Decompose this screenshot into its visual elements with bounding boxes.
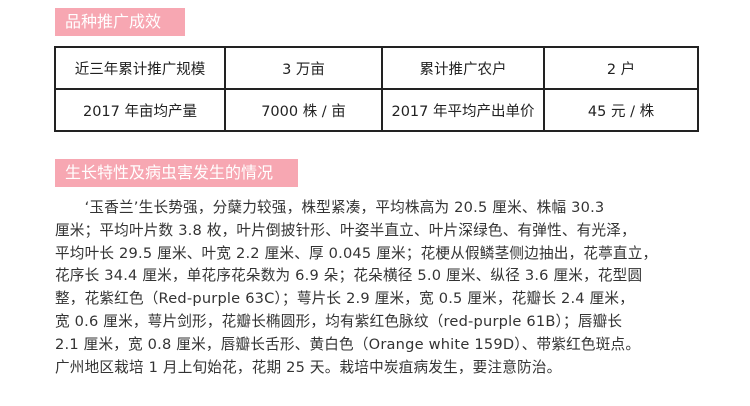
table-cell-value: 3 万亩 [224, 46, 383, 90]
text-line: 平均叶长 29.5 厘米、叶宽 2.2 厘米、厚 0.045 厘米；花梗从假鳞茎… [55, 244, 658, 262]
table-cell-value: 2 户 [543, 46, 699, 90]
table-cell-label: 2017 年平均产出单价 [381, 88, 545, 132]
text-line: 2.1 厘米，宽 0.8 厘米，唇瓣长舌形、黄白色（Orange white 1… [55, 335, 641, 353]
text-line: 整，花紫红色（Red-purple 63C）；萼片长 2.9 厘米，宽 0.5 … [55, 290, 635, 308]
table-row: 2017 年亩均产量 7000 株 / 亩 2017 年平均产出单价 45 元 … [54, 88, 699, 132]
section-header-growth: 生长特性及病虫害发生的情况 [55, 159, 298, 187]
text-line: ‘玉香兰’生长势强，分蘖力较强，株型紧凑，平均株高为 20.5 厘米、株幅 30… [55, 199, 605, 216]
section-title: 品种推广成效 [65, 12, 162, 31]
table-cell-label: 2017 年亩均产量 [54, 88, 226, 132]
promotion-stats-table: 近三年累计推广规模 3 万亩 累计推广农户 2 户 2017 年亩均产量 700… [54, 46, 699, 132]
text-line: 广州地区栽培 1 月上旬始花，花期 25 天。栽培中炭疽病发生，要注意防治。 [55, 358, 562, 376]
table-row: 近三年累计推广规模 3 万亩 累计推广农户 2 户 [54, 46, 699, 90]
table-cell-label: 累计推广农户 [381, 46, 545, 90]
text-line: 宽 0.6 厘米，萼片剑形，花瓣长椭圆形，均有紫红色脉纹（red-purple … [55, 312, 623, 330]
table-cell-label: 近三年累计推广规模 [54, 46, 226, 90]
table-cell-value: 7000 株 / 亩 [224, 88, 383, 132]
growth-description: ‘玉香兰’生长势强，分蘖力较强，株型紧凑，平均株高为 20.5 厘米、株幅 30… [55, 197, 705, 379]
table-cell-value: 45 元 / 株 [543, 88, 699, 132]
text-line: 厘米；平均叶片数 3.8 枚，叶片倒披针形、叶姿半直立、叶片深绿色、有弹性、有光… [55, 221, 636, 239]
text-line: 花序长 34.4 厘米，单花序花朵数为 6.9 朵；花朵横径 5.0 厘米、纵径… [55, 267, 643, 285]
section-title: 生长特性及病虫害发生的情况 [65, 163, 274, 182]
section-header-promotion: 品种推广成效 [55, 8, 185, 36]
